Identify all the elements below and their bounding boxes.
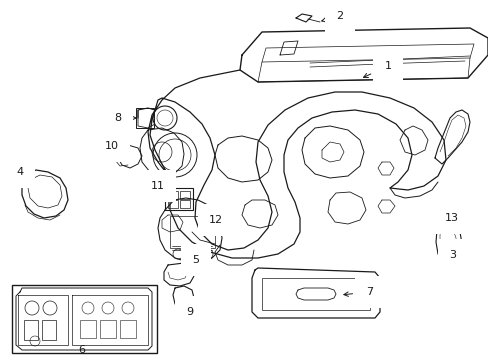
Bar	[24, 320, 38, 340]
Bar	[12, 285, 157, 353]
Bar	[80, 320, 96, 338]
Text: 10: 10	[105, 141, 122, 151]
Text: 9: 9	[186, 307, 193, 317]
Text: 11: 11	[151, 181, 164, 191]
Bar	[136, 108, 154, 128]
Bar	[168, 191, 178, 199]
Text: 1: 1	[363, 61, 391, 77]
Text: 12: 12	[208, 215, 223, 225]
Bar	[180, 191, 190, 199]
Text: 4: 4	[17, 167, 27, 180]
Bar	[180, 200, 190, 208]
Text: 2: 2	[321, 11, 343, 22]
Bar	[42, 320, 56, 340]
Bar	[120, 320, 136, 338]
Bar	[100, 320, 116, 338]
Bar	[175, 315, 189, 323]
Bar	[262, 278, 369, 310]
Bar	[164, 188, 193, 210]
Text: 3: 3	[445, 243, 456, 260]
Text: 5: 5	[189, 255, 199, 266]
Bar	[170, 216, 215, 248]
Bar	[168, 200, 178, 208]
Text: 13: 13	[444, 213, 458, 223]
Text: 7: 7	[343, 287, 373, 297]
Text: 8: 8	[114, 113, 136, 123]
Text: 6: 6	[79, 345, 85, 355]
